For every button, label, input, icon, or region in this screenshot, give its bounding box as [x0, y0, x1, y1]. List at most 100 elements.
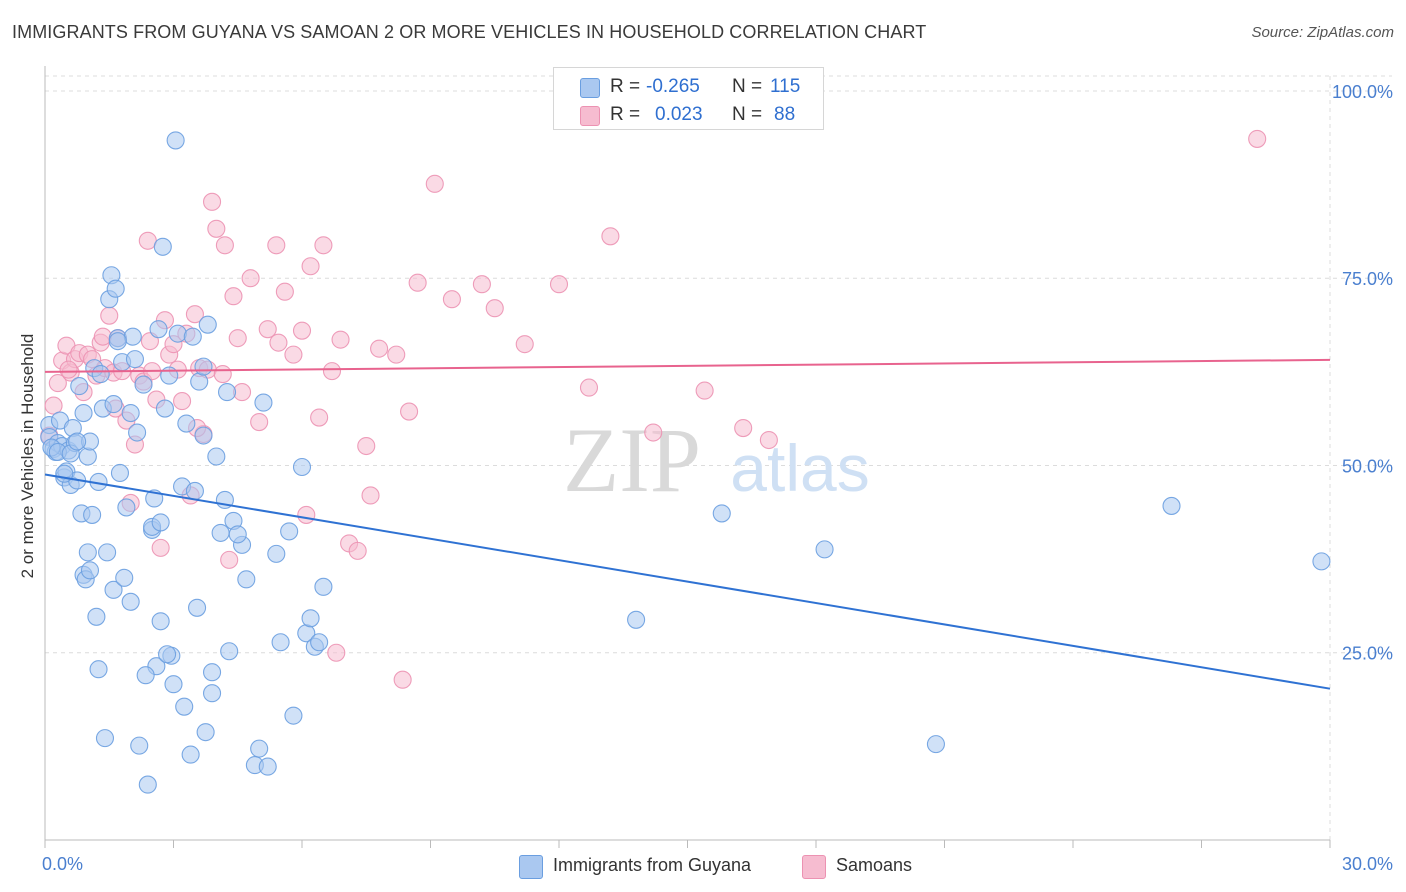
- data-point: [627, 610, 646, 629]
- data-point: [217, 383, 237, 402]
- stats-legend-row-guyana: R = -0.265 N = 115: [554, 74, 823, 100]
- data-point: [130, 736, 149, 755]
- data-point: [387, 345, 406, 364]
- data-point: [104, 395, 123, 414]
- data-point: [168, 324, 187, 343]
- x-tick-label: 0.0%: [42, 854, 83, 874]
- data-point: [301, 257, 320, 276]
- data-point: [310, 633, 329, 652]
- data-point: [515, 335, 534, 354]
- data-point: [108, 332, 127, 351]
- data-point: [228, 525, 247, 544]
- data-point: [310, 408, 329, 427]
- data-point: [177, 414, 196, 433]
- data-point: [549, 275, 569, 294]
- data-point: [121, 404, 140, 423]
- legend-label: Samoans: [836, 855, 913, 875]
- data-point: [198, 315, 217, 334]
- data-point: [134, 375, 153, 394]
- data-point: [207, 447, 226, 466]
- data-point: [125, 350, 144, 369]
- series-legend: Immigrants from Guyana Samoans: [0, 850, 1406, 880]
- x-tick-label: 30.0%: [1342, 854, 1393, 874]
- data-point: [228, 329, 247, 348]
- data-point: [151, 513, 170, 532]
- data-point: [213, 365, 232, 384]
- data-point: [48, 374, 67, 393]
- data-point: [734, 418, 753, 438]
- r-value: 0.023: [655, 104, 703, 125]
- legend-label: Immigrants from Guyana: [553, 855, 752, 875]
- data-point: [644, 423, 663, 442]
- data-point: [237, 570, 256, 589]
- data-point: [83, 505, 102, 524]
- data-point: [695, 381, 714, 400]
- r-label: R =: [610, 104, 641, 125]
- data-point: [185, 305, 204, 324]
- y-tick-label: 25.0%: [1342, 644, 1393, 664]
- data-point: [1312, 552, 1331, 571]
- data-point: [348, 541, 367, 560]
- data-point: [138, 775, 157, 794]
- source-credit: Source: ZipAtlas.com: [1251, 24, 1394, 41]
- data-point: [149, 320, 168, 339]
- data-point: [185, 481, 204, 501]
- data-point: [95, 729, 115, 748]
- data-point: [280, 522, 299, 541]
- watermark: ZIP atlas: [563, 409, 870, 511]
- data-point: [93, 327, 112, 346]
- data-point: [117, 498, 136, 517]
- data-point: [80, 561, 100, 580]
- data-point: [361, 486, 380, 505]
- n-value: 88: [774, 104, 796, 125]
- data-point: [220, 642, 239, 661]
- data-point: [267, 544, 286, 563]
- data-point: [104, 580, 123, 599]
- data-point: [215, 236, 234, 255]
- data-point: [68, 432, 87, 451]
- data-point: [136, 666, 155, 685]
- chart-title: IMMIGRANTS FROM GUYANA VS SAMOAN 2 OR MO…: [12, 22, 927, 42]
- data-point: [275, 282, 294, 301]
- data-point: [284, 706, 303, 725]
- trend-lines: [44, 358, 1331, 690]
- data-point: [579, 378, 599, 397]
- data-point: [314, 577, 333, 596]
- n-value: 115: [770, 76, 801, 97]
- data-point: [203, 684, 222, 703]
- trend-line: [44, 473, 1331, 690]
- data-point: [98, 543, 117, 562]
- data-point: [89, 660, 108, 679]
- data-point: [241, 269, 260, 288]
- data-point: [292, 457, 312, 477]
- legend-swatch-blue: [519, 855, 543, 879]
- data-point: [601, 227, 620, 246]
- data-point: [224, 287, 243, 306]
- data-point: [400, 402, 419, 421]
- grid-lines: [45, 75, 1392, 840]
- trend-line: [44, 358, 1331, 373]
- data-point: [258, 320, 277, 339]
- data-point: [297, 505, 316, 524]
- n-label: N =: [732, 104, 763, 125]
- data-point: [712, 504, 731, 523]
- y-tick-label: 75.0%: [1342, 269, 1393, 289]
- data-point: [175, 697, 194, 716]
- data-point: [110, 463, 130, 483]
- stats-legend-row-samoans: R = 0.023 N = 88: [554, 102, 823, 128]
- data-point: [1162, 496, 1181, 515]
- data-point: [100, 306, 119, 325]
- data-point: [203, 663, 222, 682]
- data-point: [1248, 129, 1267, 148]
- data-point: [393, 670, 412, 689]
- data-point: [425, 174, 444, 193]
- data-point: [250, 412, 269, 432]
- data-point: [211, 523, 230, 542]
- data-point: [267, 236, 286, 255]
- data-point: [123, 327, 142, 346]
- data-point: [188, 598, 207, 617]
- data-point: [370, 339, 389, 358]
- r-value: -0.265: [646, 76, 700, 97]
- data-point: [322, 362, 342, 381]
